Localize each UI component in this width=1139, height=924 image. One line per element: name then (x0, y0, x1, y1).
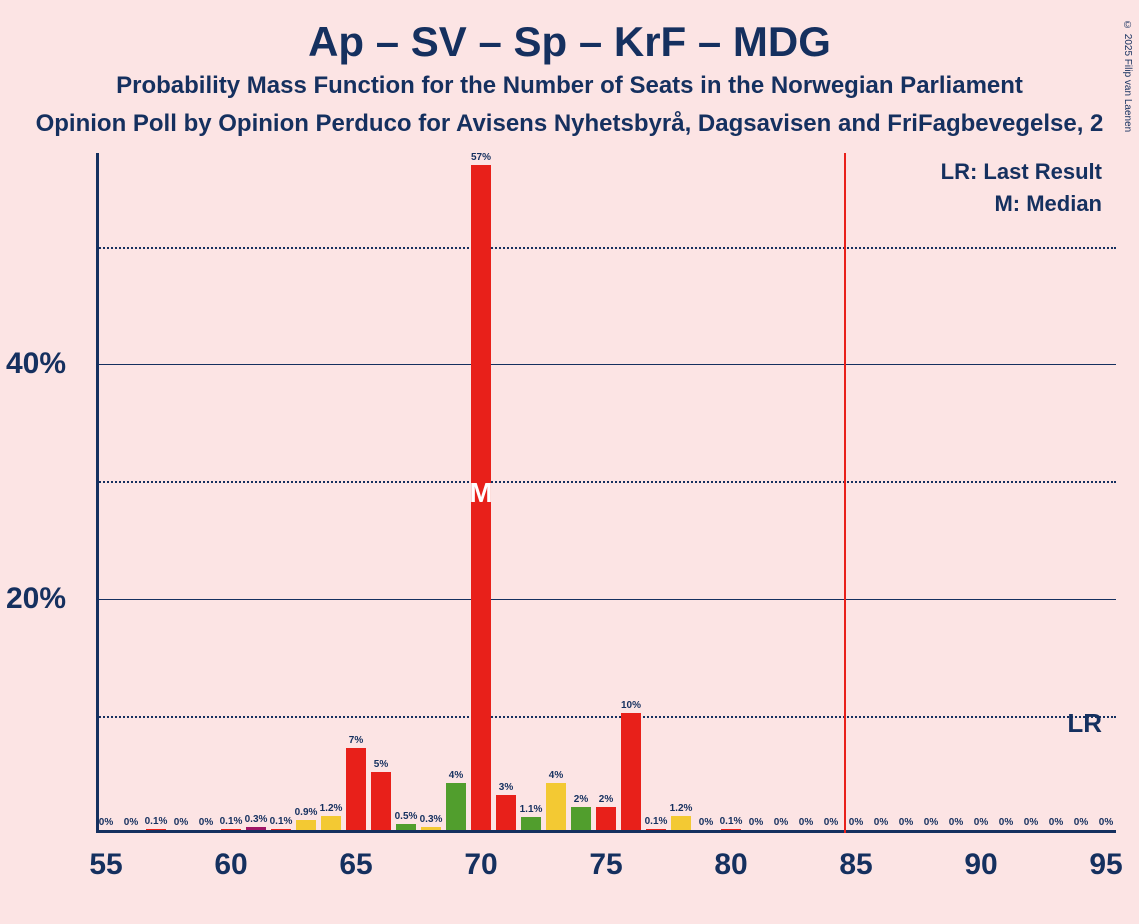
bar-value-label: 0% (124, 817, 138, 828)
bar-value-label: 0.3% (420, 814, 443, 825)
x-tick-label: 85 (839, 848, 872, 882)
x-tick-label: 65 (339, 848, 372, 882)
bar: 0.3% (421, 827, 441, 831)
bar-value-label: 7% (349, 735, 363, 746)
bar-container: 0%0%0.1%0%0%0.1%0.3%0.1%0.9%1.2%7%5%0.5%… (96, 153, 1116, 830)
bar-value-label: 0.3% (245, 814, 268, 825)
bar-value-label: 0.1% (270, 816, 293, 827)
bar-value-label: 0% (849, 817, 863, 828)
bar-value-label: 1.1% (520, 804, 543, 815)
bar-value-label: 0% (1024, 817, 1038, 828)
bar: 0.1% (221, 829, 241, 830)
bar: 1.2% (671, 816, 691, 830)
bar-value-label: 0.1% (720, 816, 743, 827)
bar-value-label: 0% (824, 817, 838, 828)
bar-value-label: 0% (799, 817, 813, 828)
bar-value-label: 0.1% (145, 816, 168, 827)
bar-value-label: 0% (774, 817, 788, 828)
bar: 0.1% (721, 829, 741, 830)
bar-value-label: 0% (1049, 817, 1063, 828)
bar-value-label: 4% (449, 770, 463, 781)
bar: 3% (496, 795, 516, 830)
bar: 0.1% (646, 829, 666, 830)
bar: 5% (371, 772, 391, 830)
bar: 0.9% (296, 820, 316, 831)
x-tick-label: 75 (589, 848, 622, 882)
bar-value-label: 0% (199, 817, 213, 828)
x-tick-label: 70 (464, 848, 497, 882)
bar: 0.1% (146, 829, 166, 830)
x-tick-label: 80 (714, 848, 747, 882)
bar-value-label: 57% (471, 152, 491, 163)
bar-value-label: 5% (374, 759, 388, 770)
chart-subtitle: Probability Mass Function for the Number… (0, 72, 1139, 100)
bar-value-label: 0% (924, 817, 938, 828)
bar: 7% (346, 748, 366, 830)
chart-plot-area: 20%40% LR 0%0%0.1%0%0%0.1%0.3%0.1%0.9%1.… (96, 153, 1116, 833)
bar: 0.1% (271, 829, 291, 830)
x-label-container: 556065707580859095 (96, 848, 1116, 888)
bar-value-label: 0% (749, 817, 763, 828)
bar-value-label: 0% (974, 817, 988, 828)
legend-last-result: LR: Last Result (941, 159, 1102, 185)
bar: 1.1% (521, 817, 541, 830)
y-tick-label: 20% (6, 582, 66, 616)
bar-value-label: 0% (899, 817, 913, 828)
bar: 1.2% (321, 816, 341, 830)
bar: 0.5% (396, 824, 416, 830)
bar: 2% (596, 807, 616, 830)
bar: 0.3% (246, 827, 266, 831)
bar-value-label: 2% (574, 794, 588, 805)
bar: 10% (621, 713, 641, 830)
copyright-notice: © 2025 Filip van Laenen (1122, 20, 1133, 132)
x-tick-label: 55 (89, 848, 122, 882)
x-tick-label: 95 (1089, 848, 1122, 882)
bar-value-label: 0.5% (395, 811, 418, 822)
x-axis (96, 830, 1116, 833)
bar-value-label: 2% (599, 794, 613, 805)
legend: LR: Last Result M: Median (941, 159, 1102, 223)
bar-value-label: 1.2% (670, 803, 693, 814)
bar-value-label: 0% (949, 817, 963, 828)
bar-value-label: 0% (1074, 817, 1088, 828)
bar-value-label: 0% (999, 817, 1013, 828)
bar-value-label: 0.1% (220, 816, 243, 827)
bar-value-label: 0% (174, 817, 188, 828)
bar: 4% (446, 783, 466, 830)
bar-value-label: 0% (874, 817, 888, 828)
bar-value-label: 0% (699, 817, 713, 828)
x-tick-label: 60 (214, 848, 247, 882)
bar: 2% (571, 807, 591, 830)
y-tick-label: 40% (6, 347, 66, 381)
bar-value-label: 3% (499, 782, 513, 793)
bar-value-label: 4% (549, 770, 563, 781)
bar: 4% (546, 783, 566, 830)
bar-value-label: 0.1% (645, 816, 668, 827)
legend-median: M: Median (941, 191, 1102, 217)
bar-value-label: 0% (99, 817, 113, 828)
chart-subtitle-2: Opinion Poll by Opinion Perduco for Avis… (0, 110, 1139, 138)
bar-value-label: 10% (621, 700, 641, 711)
x-tick-label: 90 (964, 848, 997, 882)
median-marker: M (469, 477, 492, 509)
bar-value-label: 1.2% (320, 803, 343, 814)
chart-title: Ap – SV – Sp – KrF – MDG (0, 18, 1139, 66)
bar-value-label: 0.9% (295, 807, 318, 818)
bar-value-label: 0% (1099, 817, 1113, 828)
